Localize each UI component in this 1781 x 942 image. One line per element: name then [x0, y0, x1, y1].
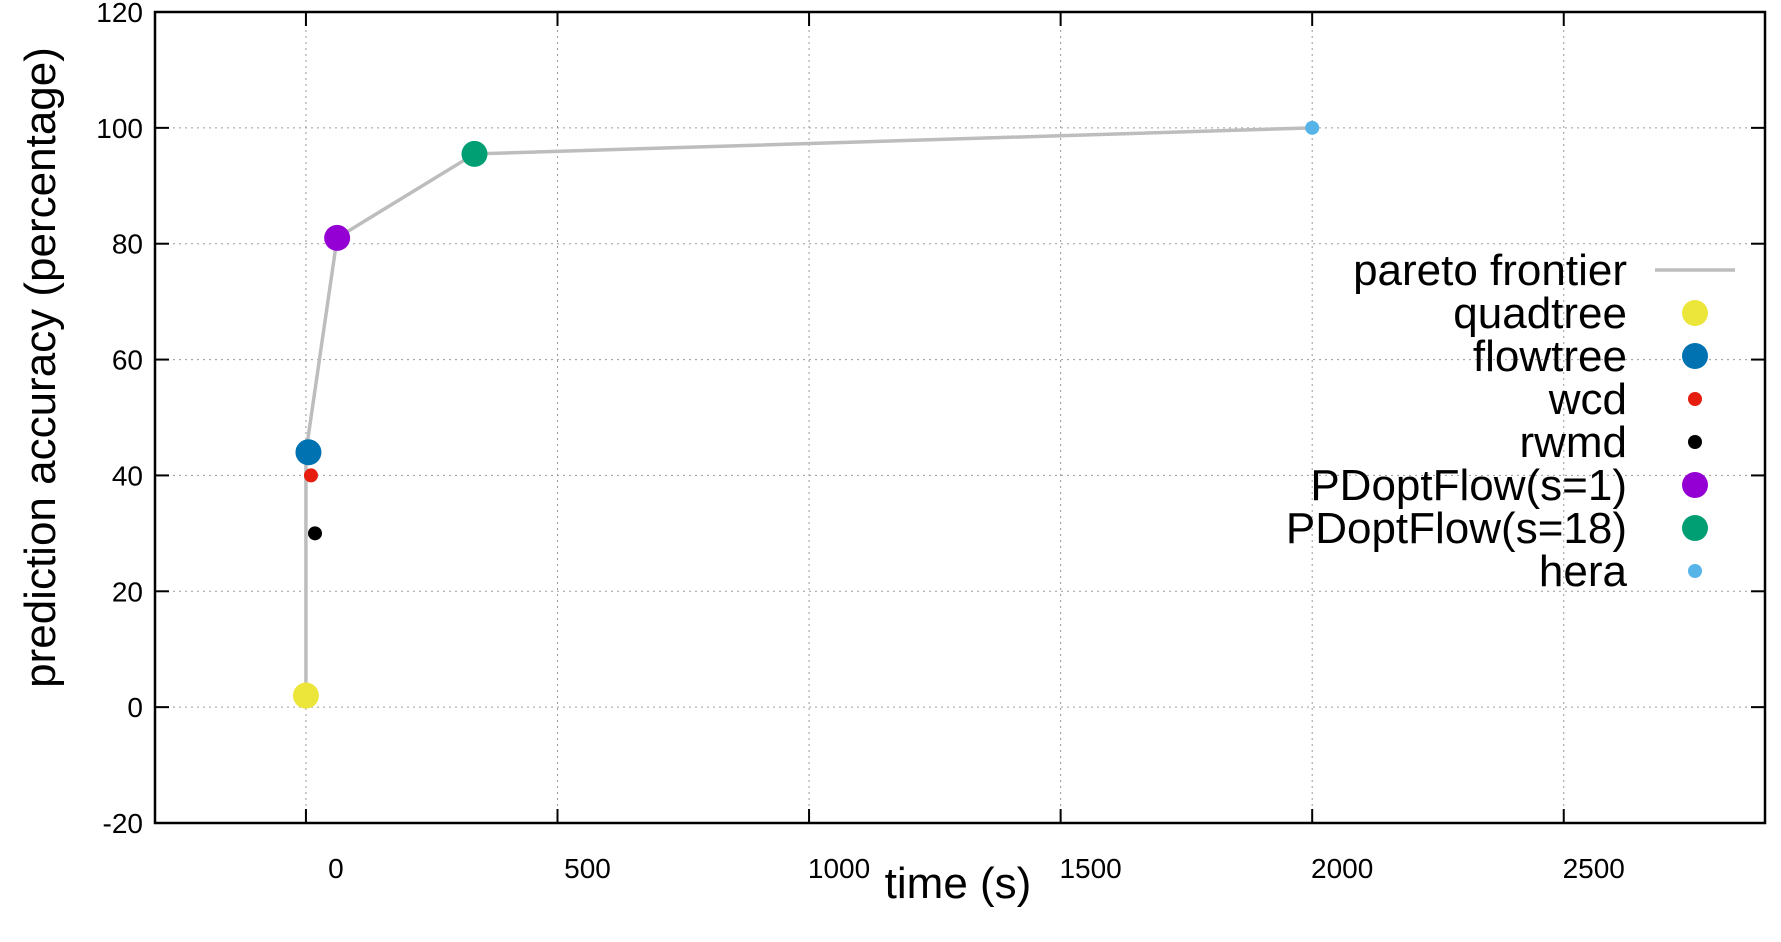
- legend-label-quadtree: quadtree: [1453, 289, 1627, 338]
- legend-label-flowtree: flowtree: [1473, 332, 1627, 381]
- legend-marker-hera: [1688, 564, 1702, 578]
- legend-label-hera: hera: [1539, 547, 1628, 596]
- x-tick-label: 0: [328, 853, 344, 884]
- axis-ticks: -20 0 20 40 60 80 100 120 0 500 1000 1500 2000 2500: [96, 0, 1765, 884]
- y-tick-label: 100: [96, 113, 143, 144]
- y-axis-title: prediction accuracy (percentage): [16, 47, 65, 688]
- point-flowtree: [295, 439, 322, 466]
- point-rwmd: [307, 526, 322, 541]
- legend-marker-pdoptflow-s-1: [1682, 472, 1708, 498]
- series-line-pareto-frontier: [304, 126, 1313, 696]
- x-tick-label: 2000: [1311, 853, 1373, 884]
- x-tick-label: 1000: [808, 853, 870, 884]
- x-tick-label: 1500: [1059, 853, 1121, 884]
- legend-marker-wcd: [1688, 392, 1702, 406]
- legend-marker-quadtree: [1682, 300, 1708, 326]
- legend-label-pdoptflow-s-1: PDoptFlow(s=1): [1310, 461, 1627, 510]
- y-tick-label: 0: [127, 692, 143, 723]
- legend-label-pdoptflow-s-18: PDoptFlow(s=18): [1286, 504, 1627, 553]
- y-tick-label: 20: [112, 576, 143, 607]
- point-pdoptflow-s-1: [324, 224, 351, 251]
- legend: pareto frontierquadtreeflowtreewcdrwmdPD…: [1286, 246, 1735, 596]
- legend-marker-flowtree: [1682, 343, 1708, 369]
- plot-series: [292, 120, 1320, 709]
- point-wcd: [303, 468, 318, 483]
- legend-label-wcd: wcd: [1548, 375, 1627, 424]
- y-tick-label: 80: [112, 229, 143, 260]
- point-pdoptflow-s-18: [461, 140, 488, 167]
- y-tick-label: 60: [112, 345, 143, 376]
- x-tick-label: 2500: [1563, 853, 1625, 884]
- y-tick-label: -20: [103, 808, 143, 839]
- legend-marker-rwmd: [1688, 435, 1702, 449]
- x-axis-title: time (s): [885, 859, 1032, 908]
- grid-lines: [155, 12, 1765, 823]
- point-hera: [1305, 120, 1320, 135]
- legend-marker-pdoptflow-s-18: [1682, 515, 1708, 541]
- y-tick-label: 120: [96, 0, 143, 28]
- legend-label-rwmd: rwmd: [1519, 418, 1627, 467]
- y-tick-label: 40: [112, 460, 143, 491]
- point-quadtree: [292, 682, 319, 709]
- plot-frame: [153, 10, 1767, 825]
- x-tick-label: 500: [564, 853, 611, 884]
- legend-label-pareto-frontier: pareto frontier: [1353, 246, 1627, 295]
